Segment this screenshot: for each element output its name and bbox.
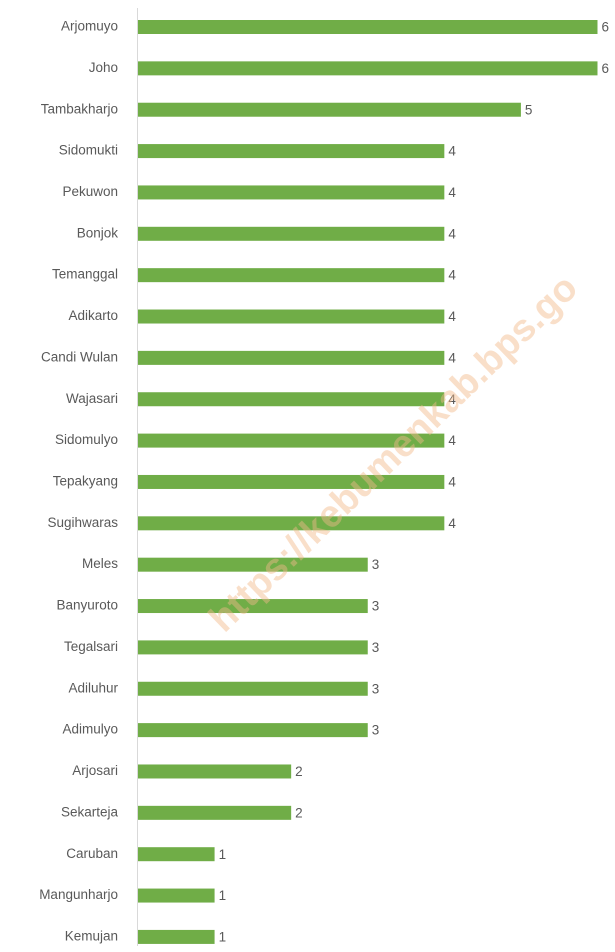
data-label: 4 xyxy=(448,516,456,531)
y-tick-label: Sekarteja xyxy=(61,804,119,819)
y-tick-label: Candi Wulan xyxy=(41,349,118,364)
data-label: 2 xyxy=(295,805,303,820)
bar xyxy=(138,723,368,738)
bar xyxy=(138,929,215,944)
data-label: 6 xyxy=(602,20,610,35)
y-tick-label: Adiluhur xyxy=(68,680,118,695)
bar xyxy=(138,764,292,779)
bar xyxy=(138,61,598,76)
bar xyxy=(138,309,445,324)
data-label: 1 xyxy=(219,847,227,862)
data-label: 4 xyxy=(448,226,456,241)
y-tick-label: Tambakharjo xyxy=(41,101,118,116)
bar xyxy=(138,516,445,531)
data-label: 3 xyxy=(372,681,380,696)
data-label: 3 xyxy=(372,723,380,738)
bar xyxy=(138,681,368,696)
y-tick-label: Arjomuyo xyxy=(61,19,118,34)
data-label: 3 xyxy=(372,557,380,572)
data-label: 4 xyxy=(448,350,456,365)
bar xyxy=(138,102,521,117)
data-label: 6 xyxy=(602,61,610,76)
data-label: 4 xyxy=(448,185,456,200)
y-tick-label: Pekuwon xyxy=(62,184,118,199)
y-tick-label: Banyuroto xyxy=(56,598,118,613)
bar xyxy=(138,20,598,34)
y-tick-label: Adikarto xyxy=(68,308,118,323)
bar xyxy=(138,433,445,448)
y-tick-label: Sidomulyo xyxy=(55,432,118,447)
bar xyxy=(138,474,445,489)
bar xyxy=(138,557,368,572)
bar xyxy=(138,268,445,283)
bar xyxy=(138,144,445,159)
y-tick-label: Sidomukti xyxy=(59,143,118,158)
y-tick-label: Kemujan xyxy=(65,928,118,943)
data-label: 4 xyxy=(448,475,456,490)
y-tick-label: Mangunharjo xyxy=(39,887,118,902)
y-tick-label: Temanggal xyxy=(52,267,118,282)
bar xyxy=(138,599,368,614)
y-tick-label: Tepakyang xyxy=(53,474,118,489)
bar xyxy=(138,350,445,365)
data-label: 4 xyxy=(448,144,456,159)
data-label: 4 xyxy=(448,392,456,407)
y-tick-label: Meles xyxy=(82,556,118,571)
data-label: 3 xyxy=(372,640,380,655)
data-label: 5 xyxy=(525,102,533,117)
bar xyxy=(138,392,445,407)
y-tick-label: Adimulyo xyxy=(62,722,118,737)
y-tick-label: Tegalsari xyxy=(64,639,118,654)
bar xyxy=(138,847,215,862)
y-tick-label: Bonjok xyxy=(77,225,119,240)
bar xyxy=(138,226,445,241)
y-tick-label: Sugihwaras xyxy=(47,515,118,530)
data-label: 3 xyxy=(372,599,380,614)
bar xyxy=(138,185,445,200)
y-tick-label: Caruban xyxy=(66,846,118,861)
bar xyxy=(138,805,292,820)
data-label: 1 xyxy=(219,929,227,944)
data-label: 4 xyxy=(448,433,456,448)
bar xyxy=(138,888,215,903)
data-label: 4 xyxy=(448,309,456,324)
data-label: 2 xyxy=(295,764,303,779)
bar xyxy=(138,640,368,655)
data-label: 1 xyxy=(219,888,227,903)
y-tick-label: Wajasari xyxy=(66,391,118,406)
y-tick-label: Joho xyxy=(89,60,118,75)
y-tick-label: Arjosari xyxy=(72,763,118,778)
data-label: 4 xyxy=(448,268,456,283)
